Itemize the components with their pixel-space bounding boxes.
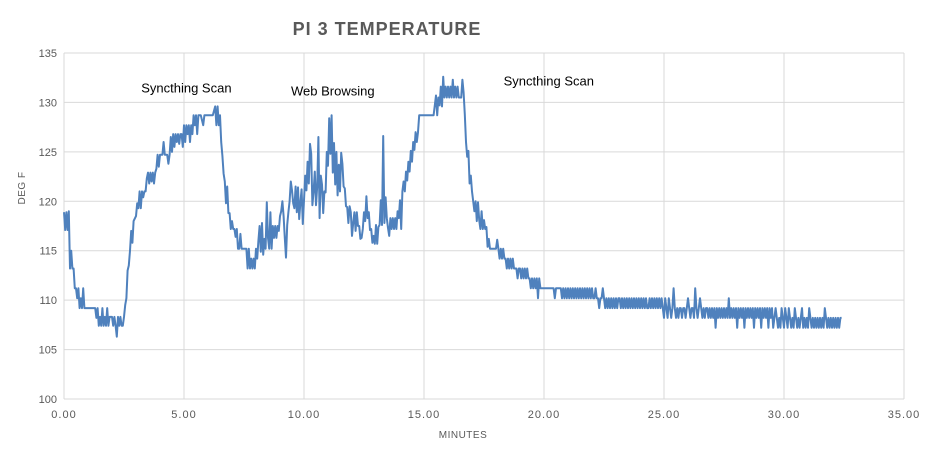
annotations: Syncthing Scan Web Browsing Syncthing Scan [141, 74, 594, 99]
y-tick-label: 125 [39, 147, 57, 159]
x-tick-label: 0.00 [51, 409, 76, 421]
x-tick-label: 35.00 [888, 409, 921, 421]
y-tick-labels: 100 105 110 115 120 125 130 135 [39, 48, 57, 406]
chart-title: PI 3 TEMPERATURE [293, 19, 482, 39]
temperature-series-line [63, 75, 842, 338]
x-tick-label: 10.00 [288, 409, 321, 421]
annotation-label: Syncthing Scan [141, 81, 231, 96]
series-layer [63, 75, 842, 338]
x-tick-label: 20.00 [528, 409, 561, 421]
annotation-label: Web Browsing [291, 84, 375, 99]
y-tick-label: 100 [39, 394, 57, 406]
x-tick-label: 25.00 [648, 409, 681, 421]
y-tick-label: 105 [39, 345, 57, 357]
annotation-label: Syncthing Scan [504, 74, 594, 89]
x-tick-label: 30.00 [768, 409, 801, 421]
y-tick-label: 130 [39, 97, 57, 109]
y-tick-label: 110 [39, 295, 57, 307]
x-tick-label: 5.00 [171, 409, 196, 421]
y-tick-label: 120 [39, 196, 57, 208]
gridlines [63, 52, 905, 400]
y-tick-label: 115 [39, 246, 57, 258]
y-axis-label: DEG F [17, 171, 28, 204]
x-tick-labels: 0.00 5.00 10.00 15.00 20.00 25.00 30.00 35.00 [51, 409, 921, 421]
y-tick-label: 135 [39, 48, 57, 60]
x-tick-label: 15.00 [408, 409, 441, 421]
x-axis-label: MINUTES [439, 430, 488, 441]
